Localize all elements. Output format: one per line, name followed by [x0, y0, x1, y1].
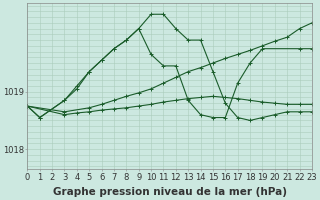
- X-axis label: Graphe pression niveau de la mer (hPa): Graphe pression niveau de la mer (hPa): [53, 187, 287, 197]
